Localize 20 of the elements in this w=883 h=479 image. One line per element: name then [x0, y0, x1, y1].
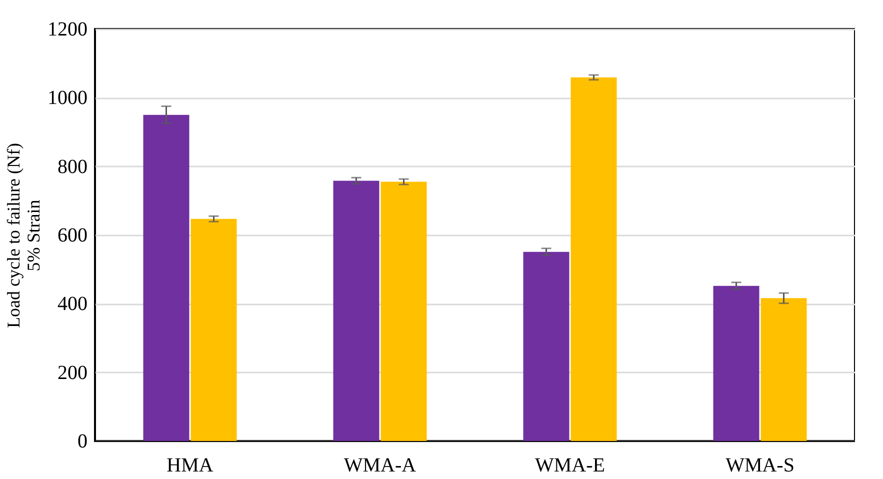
y-tick-label: 600	[58, 224, 88, 246]
y-tick-label: 1000	[48, 87, 88, 110]
y-axis-title: Load cycle to failure (Nf) 5% Strain	[4, 143, 44, 328]
y-tick-label: 0	[78, 430, 88, 452]
bar	[333, 180, 380, 441]
y-tick-label: 1200	[48, 18, 88, 40]
x-tick-label: HMA	[166, 454, 214, 476]
bar	[380, 182, 427, 441]
x-tick-label: WMA-E	[535, 454, 605, 476]
bar	[760, 298, 807, 441]
bar	[523, 252, 570, 441]
bar	[713, 286, 760, 441]
x-tick-label: WMA-A	[344, 454, 417, 476]
x-tick-label: WMA-S	[726, 454, 794, 476]
bar	[143, 114, 190, 441]
y-tick-label: 800	[58, 156, 88, 178]
y-tick-label: 400	[58, 293, 88, 316]
y-tick-label: 200	[58, 362, 88, 384]
bar	[190, 218, 237, 441]
bar	[570, 77, 617, 441]
